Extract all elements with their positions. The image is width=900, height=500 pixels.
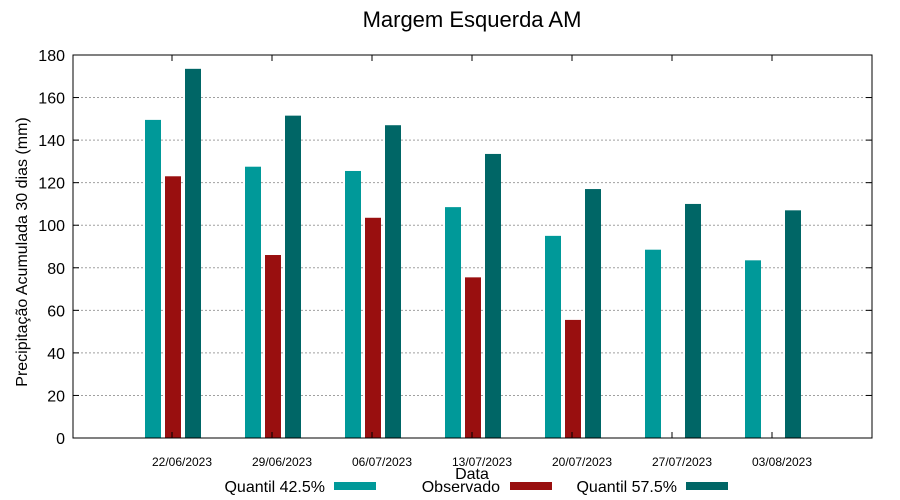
bar bbox=[285, 115, 301, 439]
bar bbox=[245, 166, 261, 439]
bar bbox=[545, 235, 561, 438]
y-tick-label: 80 bbox=[47, 261, 65, 278]
y-tick-label: 0 bbox=[56, 431, 65, 448]
y-tick-label: 140 bbox=[38, 133, 65, 150]
chart-title: Margem Esquerda AM bbox=[363, 7, 582, 32]
bars bbox=[145, 68, 801, 439]
y-tick-label: 60 bbox=[47, 303, 65, 320]
legend-swatch bbox=[334, 482, 376, 490]
x-tick-label: 03/08/2023 bbox=[752, 455, 812, 469]
x-tick-label: 29/06/2023 bbox=[252, 455, 312, 469]
bar bbox=[365, 217, 381, 438]
y-tick-label: 160 bbox=[38, 91, 65, 108]
y-tick-label: 120 bbox=[38, 176, 65, 193]
bar bbox=[265, 255, 281, 438]
x-tick-label: 06/07/2023 bbox=[352, 455, 412, 469]
x-axis-label: Data bbox=[455, 466, 489, 483]
bar bbox=[165, 176, 181, 439]
x-tick-label: 13/07/2023 bbox=[452, 455, 512, 469]
bar bbox=[345, 170, 361, 439]
legend-swatch bbox=[510, 482, 552, 490]
y-axis-label: Precipitação Acumulada 30 dias (mm) bbox=[14, 117, 31, 386]
legend-label: Quantil 57.5% bbox=[576, 479, 677, 496]
y-tick-label: 20 bbox=[47, 388, 65, 405]
bar bbox=[145, 119, 161, 439]
x-tick-label: 22/06/2023 bbox=[152, 455, 212, 469]
bar bbox=[785, 210, 801, 438]
x-axis-ticks: 22/06/2023 29/06/2023 06/07/2023 13/07/2023… bbox=[152, 55, 812, 469]
bar bbox=[185, 68, 201, 438]
legend-swatch bbox=[686, 482, 728, 490]
y-tick-label: 100 bbox=[38, 218, 65, 235]
legend-label: Quantil 42.5% bbox=[224, 479, 325, 496]
y-tick-label: 180 bbox=[38, 48, 65, 65]
legend-label: Observado bbox=[422, 479, 500, 496]
grid-lines bbox=[73, 97, 872, 396]
y-tick-label: 40 bbox=[47, 346, 65, 363]
bar bbox=[385, 125, 401, 438]
legend: Quantil 42.5% Observado Quantil 57.5% bbox=[224, 479, 728, 496]
bar bbox=[585, 189, 601, 438]
bar bbox=[465, 277, 481, 438]
bar bbox=[485, 153, 501, 439]
bar bbox=[445, 207, 461, 438]
bar bbox=[645, 249, 661, 438]
bar bbox=[565, 319, 581, 438]
y-axis-ticks: 0 20 40 60 80 100 120 140 160 180 bbox=[38, 48, 872, 448]
x-tick-label: 20/07/2023 bbox=[552, 455, 612, 469]
bar bbox=[685, 203, 701, 438]
bar bbox=[745, 260, 761, 438]
x-tick-label: 27/07/2023 bbox=[652, 455, 712, 469]
